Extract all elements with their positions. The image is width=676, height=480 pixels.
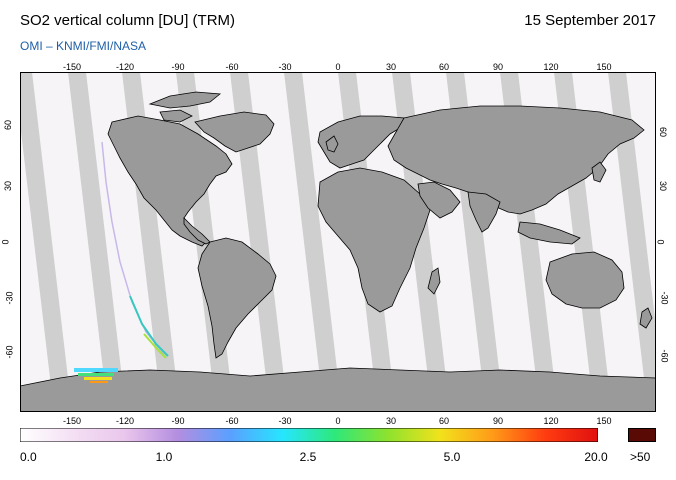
lon-tick-bottom: -30 xyxy=(278,416,292,426)
colorbar-gradient xyxy=(20,428,598,442)
land-masses xyxy=(20,91,656,412)
data-credit: OMI – KNMI/FMI/NASA xyxy=(20,39,147,53)
canadian-arctic-islands xyxy=(148,91,222,109)
colorbar-label: 1.0 xyxy=(155,450,173,464)
lon-tick-bottom: -150 xyxy=(62,416,82,426)
indian-subcontinent xyxy=(467,191,501,233)
madagascar-island xyxy=(427,267,441,295)
colorbar-label: 2.5 xyxy=(299,450,317,464)
lon-tick-bottom: -60 xyxy=(225,416,239,426)
lon-tick-top: 0 xyxy=(335,62,341,72)
arabian-peninsula xyxy=(417,181,461,219)
lat-tick-right: 60 xyxy=(658,126,669,138)
lon-tick-top: 30 xyxy=(385,62,397,72)
lat-tick-right: 0 xyxy=(655,239,666,245)
map-date: 15 September 2017 xyxy=(524,12,656,29)
map-title: SO2 vertical column [DU] (TRM) xyxy=(20,12,236,29)
colorbar-overflow-swatch xyxy=(628,428,656,442)
lon-tick-top: -90 xyxy=(171,62,185,72)
canadian-arctic-islands xyxy=(159,109,193,123)
lat-tick-left: 60 xyxy=(3,119,14,131)
lat-tick-left: -60 xyxy=(4,345,15,359)
colorbar-label: 20.0 xyxy=(584,450,608,464)
lon-tick-bottom: 90 xyxy=(492,416,504,426)
japan-islands xyxy=(591,161,607,183)
orbit-gap-swath xyxy=(68,72,126,412)
lon-tick-bottom: 0 xyxy=(335,416,341,426)
colorbar-label: 5.0 xyxy=(443,450,461,464)
antarctic-plume xyxy=(90,381,108,383)
colorbar-overflow-label: >50 xyxy=(630,450,651,464)
antarctic-plume xyxy=(84,377,112,380)
europe-landmass xyxy=(317,115,405,169)
map-frame xyxy=(20,72,656,412)
southeast-asia-islands xyxy=(517,221,581,245)
lon-tick-top: -30 xyxy=(278,62,292,72)
lon-tick-top: 90 xyxy=(492,62,504,72)
lon-tick-bottom: 30 xyxy=(385,416,397,426)
lon-tick-bottom: 60 xyxy=(438,416,450,426)
lon-tick-bottom: 150 xyxy=(596,416,612,426)
asia-landmass xyxy=(387,105,645,215)
lat-tick-right: -60 xyxy=(659,349,670,363)
lon-tick-top: 120 xyxy=(543,62,559,72)
lon-tick-top: -60 xyxy=(225,62,239,72)
lon-tick-bottom: -120 xyxy=(115,416,135,426)
british-isles xyxy=(325,135,339,153)
antarctic-plume xyxy=(74,368,118,372)
greenland-landmass xyxy=(194,111,275,153)
antarctic-plume xyxy=(78,373,114,376)
colorbar-label: 0.0 xyxy=(20,450,37,464)
lon-tick-top: 60 xyxy=(438,62,450,72)
lon-tick-top: -150 xyxy=(62,62,82,72)
lat-tick-right: 30 xyxy=(658,180,669,192)
so2-colorbar xyxy=(20,428,598,442)
lon-tick-top: 150 xyxy=(596,62,612,72)
lat-tick-left: -30 xyxy=(4,291,15,305)
new-zealand-islands xyxy=(639,307,653,329)
lon-tick-bottom: 120 xyxy=(543,416,559,426)
lat-tick-left: 30 xyxy=(3,180,14,192)
orbit-gap-swath xyxy=(284,72,342,412)
central-america-landmass xyxy=(183,217,211,245)
so2-trail-south-pacific xyxy=(129,295,169,357)
lon-tick-top: -120 xyxy=(115,62,135,72)
south-america-landmass xyxy=(197,237,277,359)
lat-tick-left: 0 xyxy=(0,239,11,245)
so2-plume-features xyxy=(74,141,169,383)
orbit-gap-swath xyxy=(230,72,288,412)
antarctica-landmass xyxy=(20,367,656,412)
africa-landmass xyxy=(317,167,431,313)
orbit-gap-swath xyxy=(20,72,72,412)
so2-world-map xyxy=(20,72,656,412)
so2-trail-south-pacific xyxy=(101,141,165,355)
so2-trail-south-pacific xyxy=(143,333,167,359)
australia-landmass xyxy=(545,251,625,309)
lon-tick-bottom: -90 xyxy=(171,416,185,426)
lat-tick-right: -30 xyxy=(659,291,670,305)
